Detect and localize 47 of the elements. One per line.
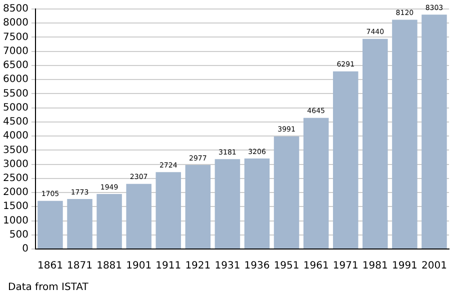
- bar: [303, 118, 329, 248]
- y-tick-label: 7500: [2, 32, 28, 43]
- text: Data from ISTAT: [8, 282, 88, 293]
- x-tick-label: 1921: [185, 260, 211, 272]
- bar: [214, 159, 240, 248]
- x-tick-label: 1931: [214, 260, 240, 272]
- y-tick-label: 1000: [2, 215, 28, 226]
- x-tick-label: 1871: [67, 260, 92, 272]
- x-tick-label: 1981: [362, 260, 388, 272]
- bar: [332, 71, 358, 248]
- bar: [422, 14, 447, 248]
- bar: [274, 136, 300, 248]
- x-tick-label: 2001: [422, 260, 447, 272]
- x-tick-label: 1971: [332, 260, 358, 272]
- bar: [362, 38, 388, 248]
- bar: [185, 164, 211, 248]
- x-tick-label: 1861: [37, 260, 63, 272]
- x-tick-label: 1911: [156, 260, 182, 272]
- y-tick-label: 8000: [2, 18, 28, 29]
- y-tick-label: 8500: [2, 4, 28, 15]
- y-tick-label: 4500: [2, 116, 28, 128]
- x-tick-label: 1901: [126, 260, 152, 272]
- x-tick-label: 1991: [392, 260, 418, 272]
- y-tick-label: 500: [9, 229, 28, 240]
- x-tick-label: 1951: [274, 260, 300, 272]
- y-tick-label: 2500: [2, 173, 28, 184]
- y-tick-label: 0: [22, 244, 28, 255]
- y-tick-label: 5000: [2, 102, 28, 114]
- x-tick-label: 1961: [303, 260, 329, 272]
- x-tick-label: 1881: [96, 260, 122, 272]
- y-tick-label: 7000: [2, 46, 28, 57]
- bar: [244, 158, 270, 248]
- bar: [67, 198, 92, 248]
- y-tick-label: 4000: [2, 130, 28, 142]
- bar: [126, 184, 152, 248]
- bar: [392, 20, 418, 248]
- bar: [38, 200, 63, 248]
- bar: [156, 172, 182, 248]
- y-tick-label: 3000: [2, 158, 28, 170]
- x-tick-label: 1936: [244, 260, 270, 272]
- y-tick-label: 1500: [2, 201, 28, 212]
- y-tick-label: 6000: [2, 74, 28, 86]
- y-tick-label: 3500: [2, 144, 28, 156]
- y-tick-label: 6500: [2, 60, 28, 72]
- bar: [96, 194, 122, 248]
- y-tick-label: 2000: [2, 187, 28, 198]
- y-tick-label: 5500: [2, 88, 28, 100]
